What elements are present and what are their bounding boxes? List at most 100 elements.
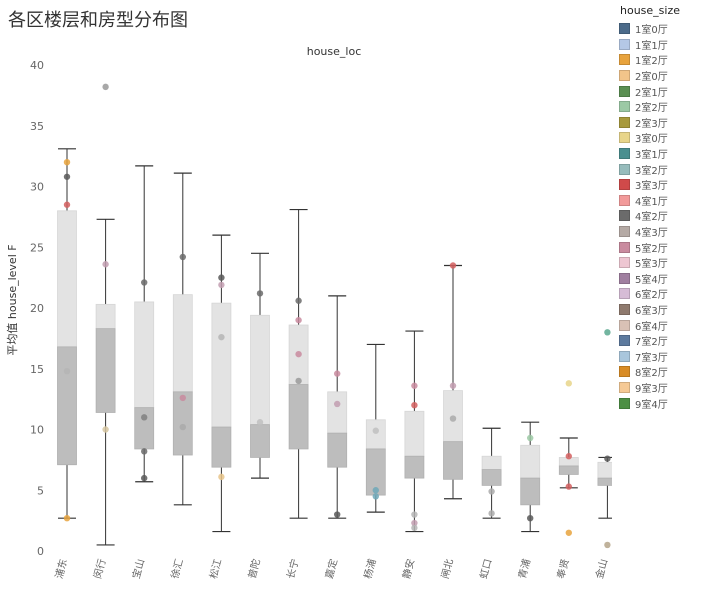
data-point: [372, 487, 379, 494]
x-tick-label: 静安: [400, 557, 418, 580]
data-point: [218, 281, 225, 289]
legend-item[interactable]: 4室1厅: [614, 193, 718, 209]
legend-item[interactable]: 5室3厅: [614, 255, 718, 271]
legend-swatch: [619, 148, 630, 160]
data-point: [295, 297, 302, 304]
x-tick-label: 浦东: [52, 557, 70, 580]
legend-label: 3室0厅: [635, 134, 668, 146]
legend-swatch: [619, 335, 630, 347]
data-point: [565, 380, 572, 387]
data-point: [141, 279, 148, 286]
box-lower: [288, 384, 309, 450]
legend-swatch: [619, 303, 630, 315]
data-point: [527, 514, 534, 522]
legend-label: 2室0厅: [635, 72, 668, 84]
box-plot-chart: house_loc 平均值 house_level F 0 5 10 15 20 25 30 35…: [6, 45, 612, 580]
data-point: [604, 329, 611, 336]
legend-label: 5室2厅: [635, 243, 668, 255]
data-point: [411, 519, 418, 527]
data-point: [218, 333, 225, 341]
legend-item[interactable]: 4室3厅: [614, 224, 718, 240]
legend-label: 2室2厅: [635, 103, 668, 115]
box-upper: [481, 455, 502, 470]
box-lower: [597, 477, 612, 486]
legend-item[interactable]: 7室2厅: [614, 333, 718, 349]
legend-label: 1室2厅: [635, 56, 668, 68]
legend-label: 1室1厅: [635, 40, 668, 52]
box-lower: [57, 346, 77, 466]
data-point: [565, 529, 572, 536]
data-point: [604, 541, 611, 549]
box-lower: [481, 469, 502, 486]
box-upper: [404, 410, 425, 457]
box-upper: [57, 210, 77, 348]
legend-item[interactable]: 4室2厅: [614, 208, 718, 224]
legend-item[interactable]: 5室2厅: [614, 239, 718, 255]
data-point: [141, 414, 148, 421]
legend-item[interactable]: 3室1厅: [614, 146, 718, 162]
legend-swatch: [619, 241, 630, 253]
data-point: [449, 382, 457, 389]
box-lower: [172, 391, 193, 456]
legend-item[interactable]: 3室3厅: [614, 177, 718, 193]
legend-item[interactable]: 2室3厅: [614, 115, 718, 131]
data-point: [411, 511, 418, 518]
box-lower: [250, 424, 270, 458]
legend-label: 4室3厅: [635, 228, 668, 240]
data-point: [565, 483, 572, 490]
x-tick-label: 嘉定: [322, 557, 340, 580]
legend-item[interactable]: 2室1厅: [614, 83, 718, 99]
legend-swatch: [619, 116, 630, 128]
data-point: [102, 83, 109, 91]
legend-item[interactable]: 9室3厅: [614, 380, 718, 396]
box-upper: [520, 444, 541, 479]
x-tick-label: 闸北: [438, 557, 456, 580]
legend-item[interactable]: 1室2厅: [614, 52, 718, 68]
data-point: [295, 316, 302, 324]
data-point: [334, 370, 341, 377]
legend-swatch: [619, 85, 630, 97]
legend-item[interactable]: 5室4厅: [614, 271, 718, 287]
data-point: [63, 159, 71, 166]
legend-item[interactable]: 6室2厅: [614, 286, 718, 302]
data-point: [334, 511, 341, 518]
y-tick-label: 0: [37, 545, 44, 558]
x-tick-label: 金山: [593, 557, 611, 580]
legend-item[interactable]: 8室2厅: [614, 364, 718, 380]
legend-item[interactable]: 6室3厅: [614, 302, 718, 318]
legend-label: 3室2厅: [635, 165, 668, 177]
legend-label: 6室2厅: [635, 290, 668, 302]
box-upper: [95, 303, 116, 330]
legend-swatch: [619, 179, 630, 191]
legend-label: 7室2厅: [635, 337, 668, 349]
legend-item[interactable]: 3室0厅: [614, 130, 718, 146]
legend-item[interactable]: 2室2厅: [614, 99, 718, 115]
chart-subtitle: house_loc: [307, 45, 362, 58]
box-lower: [211, 426, 232, 468]
data-point: [102, 426, 109, 433]
legend-swatch: [619, 194, 630, 206]
data-point: [295, 350, 302, 358]
box-lower: [404, 455, 425, 479]
data-point: [63, 514, 71, 522]
legend-swatch: [619, 70, 630, 82]
legend-label: 9室3厅: [635, 383, 668, 395]
data-point: [411, 402, 418, 409]
legend: house_size 1室0厅 1室1厅 1室2厅 2室0厅 2室1厅 2室2厅 2室3厅 3…: [614, 4, 718, 411]
legend-item[interactable]: 3室2厅: [614, 161, 718, 177]
box-upper: [172, 294, 193, 393]
data-point: [411, 524, 418, 532]
legend-item[interactable]: 1室0厅: [614, 21, 718, 37]
data-point: [102, 261, 109, 268]
data-point: [334, 400, 341, 408]
legend-item[interactable]: 9室4厅: [614, 395, 718, 411]
box-lower: [520, 477, 541, 506]
legend-item[interactable]: 2室0厅: [614, 68, 718, 84]
data-point: [372, 493, 379, 500]
legend-label: 2室3厅: [635, 118, 668, 130]
legend-item[interactable]: 7室3厅: [614, 348, 718, 364]
legend-label: 3室3厅: [635, 181, 668, 193]
legend-item[interactable]: 6室4厅: [614, 317, 718, 333]
legend-label: 4室2厅: [635, 212, 668, 224]
legend-item[interactable]: 1室1厅: [614, 37, 718, 53]
